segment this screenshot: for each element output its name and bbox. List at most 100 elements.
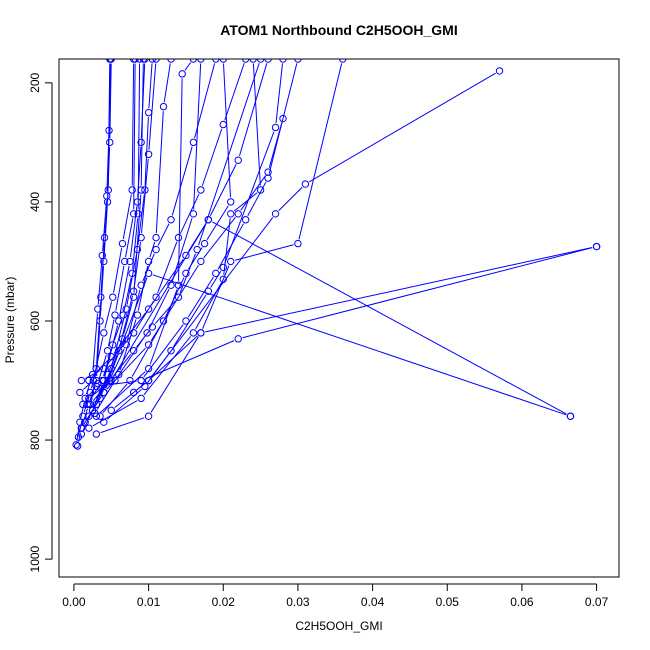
series-segment (252, 63, 261, 186)
series-segment (223, 63, 231, 198)
series-segment (205, 247, 593, 333)
series-segment (119, 265, 130, 317)
data-point (79, 400, 87, 409)
series-segment (223, 218, 231, 275)
series-segment (143, 324, 184, 378)
series-segment (113, 319, 123, 341)
series-segment (148, 63, 153, 109)
series-segment (275, 63, 284, 124)
data-point (200, 239, 209, 248)
series-segment (125, 218, 134, 258)
series-segment (104, 301, 113, 329)
series-segment (135, 300, 155, 330)
data-point (135, 59, 144, 63)
series-segment (96, 384, 114, 410)
series-segment (131, 63, 135, 186)
series-26 (100, 59, 287, 426)
data-point (107, 406, 115, 414)
series-segment (240, 175, 266, 211)
plot-frame (58, 58, 620, 578)
data-point (256, 186, 265, 194)
series-segment (85, 386, 96, 401)
series-segment (148, 63, 157, 150)
series-segment (104, 194, 109, 234)
x-tick-label: 0.07 (585, 595, 609, 609)
series-layer (72, 59, 601, 450)
data-point (279, 59, 287, 63)
data-point (152, 245, 160, 254)
series-segment (179, 253, 196, 294)
data-point (89, 376, 98, 385)
series-segment (152, 274, 567, 416)
y-tick-label: 200 (28, 72, 42, 92)
data-point (264, 168, 272, 176)
data-point (143, 329, 151, 337)
data-point (174, 233, 183, 242)
data-point (141, 382, 149, 391)
data-point (104, 186, 112, 194)
data-point (96, 394, 104, 403)
data-point (148, 323, 157, 331)
data-point (152, 59, 160, 63)
data-point (167, 216, 175, 224)
data-point (249, 59, 257, 63)
series-segment (92, 313, 98, 371)
data-point (167, 281, 175, 289)
series-segment (203, 217, 236, 259)
series-segment (206, 205, 229, 241)
data-point (566, 412, 575, 420)
x-tick-label: 0.00 (62, 595, 86, 609)
data-point (189, 59, 198, 63)
data-point (126, 376, 134, 385)
series-segment (83, 396, 90, 413)
series-15 (137, 242, 601, 385)
data-point (144, 150, 153, 158)
data-point (182, 251, 190, 260)
series-segment (224, 131, 275, 264)
series-segment (298, 63, 343, 240)
data-point (219, 263, 227, 272)
data-point (98, 251, 107, 260)
data-point (256, 59, 265, 63)
data-point (137, 138, 145, 147)
series-segment (137, 265, 149, 311)
series-segment (105, 348, 125, 389)
data-point (92, 430, 101, 438)
data-point (495, 67, 504, 75)
data-point (106, 59, 114, 63)
data-point (197, 257, 205, 266)
x-tick-label: 0.01 (137, 595, 161, 609)
series-segment (234, 244, 294, 261)
series-segment (154, 300, 176, 324)
series-segment (136, 382, 146, 391)
series-segment (149, 241, 156, 258)
data-point (133, 311, 142, 319)
y-tick-label: 1000 (28, 545, 42, 572)
series-segment (164, 277, 185, 318)
series-segment (233, 192, 258, 212)
data-point (76, 388, 84, 397)
data-point (204, 287, 213, 295)
data-point (94, 305, 102, 313)
data-point (144, 364, 153, 373)
data-point (97, 293, 105, 301)
series-segment (119, 295, 134, 347)
data-point (115, 370, 123, 379)
series-segment (268, 122, 283, 168)
data-point (100, 418, 108, 426)
series-segment (103, 348, 112, 377)
series-segment (126, 253, 138, 305)
series-segment (150, 258, 184, 306)
data-point (339, 59, 347, 63)
data-point (96, 412, 104, 420)
x-axis: 0.00 0.01 0.02 0.03 0.04 0.05 0.06 0.07 (62, 583, 609, 609)
series-14 (129, 242, 601, 397)
data-point (197, 329, 205, 337)
data-point (129, 293, 138, 301)
series-9 (92, 59, 302, 391)
data-point (227, 257, 235, 266)
data-point (106, 138, 114, 147)
data-point (77, 424, 86, 432)
